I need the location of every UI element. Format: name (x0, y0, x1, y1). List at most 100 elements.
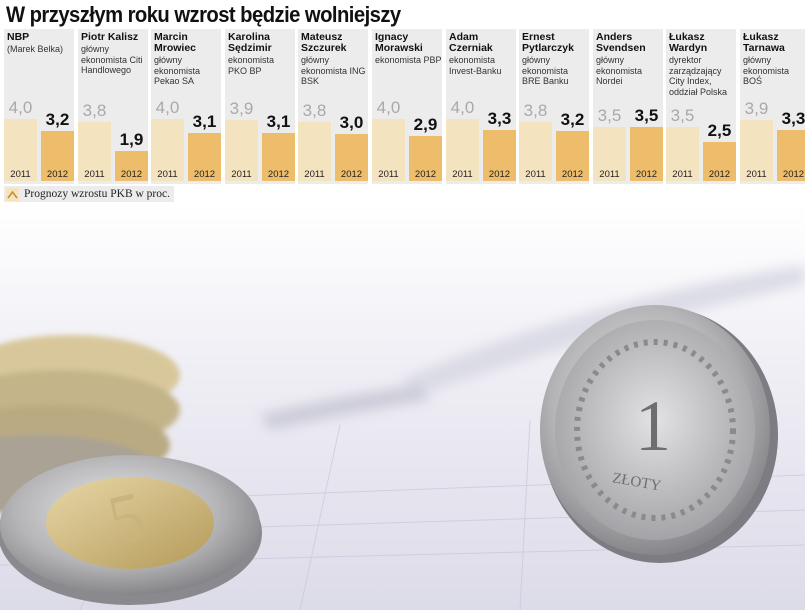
panel-11: Łukasz Tarnawa główny ekonomista BOŚ 3,9 20… (740, 29, 805, 184)
panel-1: NBP (Marek Belka) 4,0 2011 3,2 2012 (4, 29, 74, 184)
year-label-2012: 2012 (414, 169, 437, 180)
panel-name: Karolina Sędzimir (228, 31, 272, 54)
panel-role: ekonomista Invest-Banku (449, 55, 502, 76)
bar-2012 (115, 151, 148, 181)
panel-name: Ignacy Morawski (375, 31, 423, 54)
year-label-2011: 2011 (378, 169, 399, 180)
panel-6: Ignacy Morawski ekonomista PBP 4,0 2011 2,9 2… (372, 29, 442, 184)
panel-9: Anders Svendsen główny ekonomista Nordei 3… (593, 29, 663, 184)
bar-2012 (41, 131, 74, 181)
panel-role: główny ekonomista Nordei (596, 55, 643, 86)
bar-2011 (151, 119, 184, 181)
value-label-2011: 3,8 (82, 101, 107, 120)
panel-name: Łukasz Wardyn (669, 31, 708, 54)
legend-swatch-icon (6, 187, 19, 201)
value-label-2012: 3,1 (192, 112, 217, 131)
panel-name: Ernest Pytlarczyk (522, 31, 574, 54)
panel-8: Ernest Pytlarczyk główny ekonomista BRE B… (519, 29, 589, 184)
value-label-2012: 3,2 (560, 110, 585, 129)
year-label-2011: 2011 (84, 169, 105, 180)
value-label-2012: 3,3 (781, 109, 805, 128)
panel-7: Adam Czerniak ekonomista Invest-Banku 4,0 2… (446, 29, 516, 184)
panel-name: NBP (7, 31, 30, 43)
panel-name: Łukasz Tarnawa (743, 31, 785, 54)
bar-2012 (777, 130, 805, 181)
value-label-2012: 3,5 (634, 106, 659, 125)
value-label-2012: 2,9 (413, 115, 438, 134)
bar-2012 (630, 127, 663, 181)
year-label-2012: 2012 (340, 169, 363, 180)
value-label-2012: 2,5 (707, 121, 732, 140)
forecast-panels: NBP (Marek Belka) 4,0 2011 3,2 2012 Piotr Kali… (0, 29, 805, 185)
panel-role: główny ekonomista ING BSK (301, 55, 366, 86)
year-label-2011: 2011 (672, 169, 693, 180)
panel-role: główny ekonomista BOŚ (743, 55, 790, 86)
bar-2012 (556, 131, 589, 181)
panel-role: ekonomista PBP (375, 55, 442, 65)
bar-2012 (703, 142, 736, 181)
value-label-2011: 3,5 (670, 106, 695, 125)
bar-2012 (335, 134, 368, 181)
panel-name: Mateusz Szczurek (301, 31, 347, 54)
value-label-2011: 3,8 (523, 101, 548, 120)
bar-2012 (262, 133, 295, 181)
bar-2011 (78, 122, 111, 181)
year-label-2012: 2012 (782, 169, 805, 180)
panel-4: Karolina Sędzimir ekonomista PKO BP 3,9 201… (225, 29, 295, 184)
panel-5: Mateusz Szczurek główny ekonomista ING BS… (298, 29, 368, 184)
value-label-2011: 3,9 (744, 99, 769, 118)
value-label-2011: 3,5 (597, 106, 622, 125)
year-label-2011: 2011 (452, 169, 473, 180)
value-label-2011: 4,0 (8, 98, 33, 117)
year-label-2012: 2012 (120, 169, 143, 180)
year-label-2012: 2012 (635, 169, 658, 180)
panel-role: dyrektor zarządzający City Index, oddzia… (669, 55, 728, 97)
panel-name: Piotr Kalisz (81, 31, 139, 43)
five-zloty-coin: 5 (0, 455, 262, 605)
value-label-2012: 3,3 (487, 109, 512, 128)
panel-name: Anders Svendsen (596, 31, 646, 54)
panel-role: ekonomista PKO BP (228, 55, 275, 76)
value-label-2011: 4,0 (376, 98, 401, 117)
one-zloty-digit: 1 (635, 386, 671, 466)
value-label-2011: 3,8 (302, 101, 327, 120)
value-label-2011: 3,9 (229, 99, 254, 118)
bar-2011 (519, 122, 552, 181)
bar-2011 (372, 119, 405, 181)
year-label-2011: 2011 (231, 169, 252, 180)
value-label-2012: 3,0 (339, 113, 364, 132)
panel-role: główny ekonomista Citi Handlowego (81, 44, 143, 75)
bar-2012 (409, 136, 442, 181)
year-label-2012: 2012 (488, 169, 511, 180)
value-label-2012: 3,2 (45, 110, 70, 129)
year-label-2011: 2011 (599, 169, 620, 180)
year-label-2012: 2012 (267, 169, 290, 180)
legend-label: Prognozy wzrostu PKB w proc. (24, 188, 170, 200)
year-label-2011: 2011 (525, 169, 546, 180)
bar-2011 (666, 127, 699, 181)
bar-2011 (740, 120, 773, 181)
legend: Prognozy wzrostu PKB w proc. (4, 186, 174, 202)
panel-2: Piotr Kalisz główny ekonomista Citi Handl… (78, 29, 148, 184)
value-label-2011: 4,0 (155, 98, 180, 117)
year-label-2012: 2012 (561, 169, 584, 180)
bar-2011 (4, 119, 37, 181)
panel-10: Łukasz Wardyn dyrektor zarządzający City … (666, 29, 736, 184)
year-label-2012: 2012 (708, 169, 731, 180)
year-label-2012: 2012 (46, 169, 69, 180)
bar-2012 (188, 133, 221, 181)
panel-3: Marcin Mrowiec główny ekonomista Pekao SA… (151, 29, 221, 184)
value-label-2011: 4,0 (450, 98, 475, 117)
bar-2011 (298, 122, 331, 181)
bar-2011 (225, 120, 258, 181)
year-label-2011: 2011 (10, 169, 31, 180)
bar-2011 (593, 127, 626, 181)
bar-2012 (483, 130, 516, 181)
coins-photo: 5 1 ZŁOTY (0, 205, 805, 610)
panel-role: (Marek Belka) (7, 44, 64, 54)
panel-name: Marcin Mrowiec (154, 31, 197, 54)
value-label-2012: 3,1 (266, 112, 291, 131)
bar-2011 (446, 119, 479, 181)
year-label-2011: 2011 (746, 169, 767, 180)
panel-role: główny ekonomista BRE Banku (522, 55, 569, 86)
